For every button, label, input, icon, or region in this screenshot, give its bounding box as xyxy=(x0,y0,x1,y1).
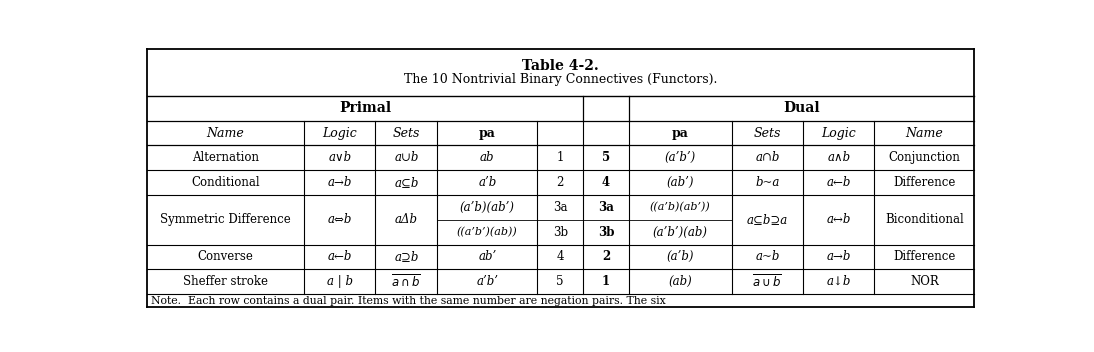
Text: (ab): (ab) xyxy=(668,275,693,288)
Text: $\overline{a \cup b}$: $\overline{a \cup b}$ xyxy=(753,274,782,290)
Text: a←b: a←b xyxy=(827,176,851,189)
Text: a⇔b: a⇔b xyxy=(327,213,352,226)
Text: $\overline{a \cap b}$: $\overline{a \cap b}$ xyxy=(392,274,421,290)
Text: pa: pa xyxy=(479,126,496,139)
Text: a↔b: a↔b xyxy=(827,213,851,226)
Text: Note.  Each row contains a dual pair. Items with the same number are negation pa: Note. Each row contains a dual pair. Ite… xyxy=(151,296,666,306)
Text: Difference: Difference xyxy=(893,250,956,263)
Text: a⊆b: a⊆b xyxy=(394,176,419,189)
Text: 5: 5 xyxy=(557,275,563,288)
Text: NOR: NOR xyxy=(910,275,939,288)
Text: ((a’b)(ab’)): ((a’b)(ab’)) xyxy=(650,202,711,213)
Text: Table 4-2.: Table 4-2. xyxy=(522,59,600,73)
Text: Conditional: Conditional xyxy=(191,176,259,189)
Text: (a’b’)(ab): (a’b’)(ab) xyxy=(653,226,708,239)
Text: Difference: Difference xyxy=(893,176,956,189)
Text: Biconditional: Biconditional xyxy=(885,213,964,226)
Text: a∩b: a∩b xyxy=(755,151,780,164)
Text: Logic: Logic xyxy=(323,126,357,139)
Text: Sets: Sets xyxy=(754,126,781,139)
Text: a~b: a~b xyxy=(755,250,780,263)
Text: (a’b): (a’b) xyxy=(666,250,694,263)
Text: Alternation: Alternation xyxy=(191,151,259,164)
Text: 4: 4 xyxy=(602,176,610,189)
Text: Converse: Converse xyxy=(198,250,254,263)
Text: a∪b: a∪b xyxy=(394,151,419,164)
Text: aΔb: aΔb xyxy=(395,213,418,226)
Text: 4: 4 xyxy=(557,250,563,263)
Text: 3a: 3a xyxy=(598,201,614,214)
Text: 3a: 3a xyxy=(552,201,568,214)
Text: 5: 5 xyxy=(602,151,610,164)
Text: Dual: Dual xyxy=(783,101,819,115)
Text: a→b: a→b xyxy=(827,250,851,263)
Text: a’b: a’b xyxy=(478,176,497,189)
Text: ((a’b’)(ab)): ((a’b’)(ab)) xyxy=(457,227,517,237)
Text: 1: 1 xyxy=(602,275,610,288)
Text: a | b: a | b xyxy=(327,275,352,288)
Text: a⊆b⊇a: a⊆b⊇a xyxy=(747,213,788,226)
Text: b~a: b~a xyxy=(755,176,780,189)
Text: pa: pa xyxy=(672,126,688,139)
Text: ab’: ab’ xyxy=(478,250,497,263)
Text: (a’b’): (a’b’) xyxy=(664,151,696,164)
Text: a→b: a→b xyxy=(327,176,352,189)
Text: (a’b)(ab’): (a’b)(ab’) xyxy=(459,201,515,214)
Text: Sets: Sets xyxy=(393,126,420,139)
Text: ab: ab xyxy=(480,151,494,164)
Text: Sheffer stroke: Sheffer stroke xyxy=(183,275,268,288)
Text: a∧b: a∧b xyxy=(827,151,850,164)
Text: a↓b: a↓b xyxy=(827,275,851,288)
Text: 2: 2 xyxy=(557,176,563,189)
Text: 3b: 3b xyxy=(552,226,568,239)
Text: Logic: Logic xyxy=(822,126,857,139)
Text: The 10 Nontrivial Binary Connectives (Functors).: The 10 Nontrivial Binary Connectives (Fu… xyxy=(404,73,718,86)
Text: Conjunction: Conjunction xyxy=(888,151,961,164)
Text: a⊇b: a⊇b xyxy=(394,250,419,263)
Text: 1: 1 xyxy=(557,151,563,164)
Text: Primal: Primal xyxy=(339,101,391,115)
Text: 2: 2 xyxy=(602,250,610,263)
Text: Symmetric Difference: Symmetric Difference xyxy=(160,213,291,226)
Text: a∨b: a∨b xyxy=(328,151,351,164)
Text: a←b: a←b xyxy=(327,250,352,263)
Text: a’b’: a’b’ xyxy=(476,275,499,288)
Text: 3b: 3b xyxy=(597,226,614,239)
Text: Name: Name xyxy=(906,126,943,139)
Text: Name: Name xyxy=(207,126,244,139)
Text: (ab’): (ab’) xyxy=(666,176,694,189)
